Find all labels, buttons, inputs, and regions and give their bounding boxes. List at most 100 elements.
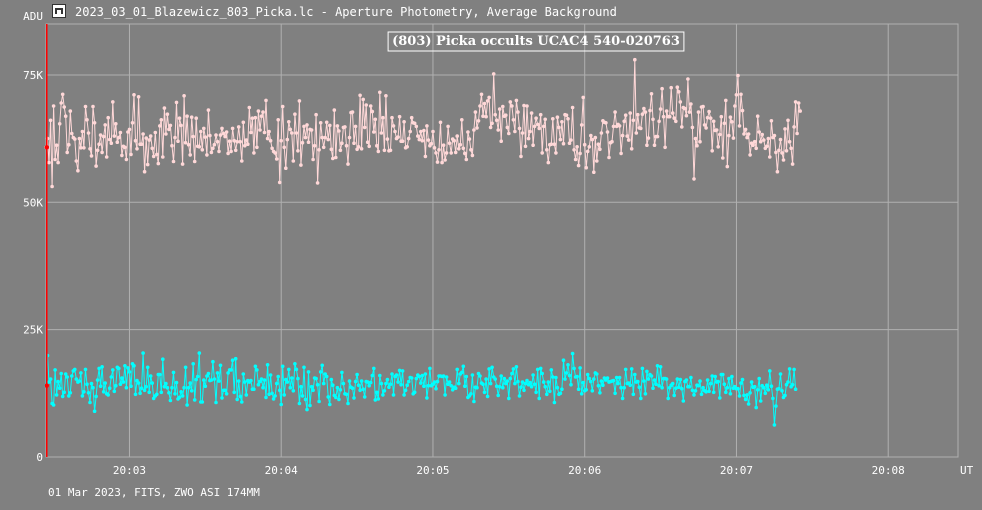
data-point-target bbox=[343, 125, 347, 129]
data-point-comparison bbox=[92, 409, 97, 414]
data-point-target bbox=[393, 129, 397, 134]
data-point-target bbox=[423, 154, 428, 159]
data-point-target bbox=[610, 139, 614, 144]
data-point-comparison bbox=[91, 385, 95, 390]
data-point-target bbox=[353, 124, 358, 129]
data-point-comparison bbox=[285, 380, 290, 384]
data-point-comparison bbox=[200, 400, 205, 404]
data-point-target bbox=[317, 148, 321, 152]
data-point-target bbox=[156, 161, 161, 166]
data-point-target bbox=[173, 135, 177, 140]
data-point-comparison bbox=[745, 393, 749, 397]
data-point-comparison bbox=[308, 403, 312, 408]
data-point-target bbox=[711, 119, 716, 124]
lightcurve-app-icon[interactable] bbox=[52, 4, 66, 18]
data-point-comparison bbox=[262, 378, 267, 382]
y-tick-label: 75K bbox=[23, 69, 43, 82]
data-point-target bbox=[368, 104, 373, 108]
data-point-comparison bbox=[305, 407, 309, 412]
data-point-comparison bbox=[482, 390, 487, 395]
series-comparison bbox=[44, 351, 798, 427]
data-point-comparison bbox=[174, 380, 179, 385]
data-point-target bbox=[718, 132, 722, 137]
cursor-marker-target bbox=[44, 145, 49, 150]
data-point-comparison bbox=[117, 366, 121, 371]
data-point-comparison bbox=[114, 383, 118, 388]
data-point-comparison bbox=[95, 378, 100, 382]
x-tick-label: 20:03 bbox=[113, 464, 146, 477]
data-point-comparison bbox=[238, 394, 242, 399]
data-point-comparison bbox=[403, 388, 408, 393]
data-point-comparison bbox=[611, 378, 616, 383]
data-point-comparison bbox=[478, 374, 482, 378]
data-point-comparison bbox=[194, 377, 198, 382]
data-point-comparison bbox=[378, 373, 382, 378]
data-point-target bbox=[663, 145, 667, 150]
data-point-target bbox=[623, 113, 628, 117]
data-point-target bbox=[91, 104, 95, 109]
data-point-comparison bbox=[381, 393, 385, 397]
data-point-target bbox=[678, 100, 683, 104]
data-point-target bbox=[434, 151, 438, 155]
data-point-target bbox=[290, 131, 294, 135]
data-point-target bbox=[698, 139, 702, 144]
data-point-target bbox=[214, 133, 218, 137]
data-point-comparison bbox=[224, 392, 229, 396]
data-point-target bbox=[443, 158, 447, 162]
data-point-comparison bbox=[681, 399, 686, 403]
data-point-target bbox=[587, 145, 592, 149]
data-point-comparison bbox=[414, 376, 419, 381]
data-point-target bbox=[118, 130, 123, 135]
data-point-comparison bbox=[520, 380, 525, 384]
data-point-comparison bbox=[614, 375, 619, 380]
data-point-target bbox=[692, 177, 696, 181]
data-point-target bbox=[221, 131, 226, 136]
data-point-target bbox=[347, 135, 352, 140]
data-point-comparison bbox=[444, 375, 449, 379]
x-axis-label: UT bbox=[960, 464, 974, 477]
data-point-target bbox=[115, 140, 120, 144]
data-point-comparison bbox=[684, 378, 689, 382]
data-point-target bbox=[584, 165, 588, 170]
data-point-comparison bbox=[268, 373, 273, 377]
data-point-comparison bbox=[743, 397, 748, 402]
data-point-target bbox=[53, 157, 57, 162]
data-point-comparison bbox=[540, 371, 544, 376]
data-point-comparison bbox=[356, 383, 361, 388]
data-point-comparison bbox=[306, 370, 311, 374]
data-point-target bbox=[529, 111, 534, 115]
data-point-comparison bbox=[334, 395, 338, 400]
data-point-target bbox=[63, 114, 68, 118]
data-point-comparison bbox=[321, 381, 326, 386]
data-point-comparison bbox=[235, 397, 239, 402]
data-point-target bbox=[332, 108, 337, 112]
data-point-target bbox=[104, 155, 109, 159]
data-point-target bbox=[567, 141, 572, 145]
data-point-comparison bbox=[469, 392, 473, 396]
data-point-comparison bbox=[88, 400, 92, 405]
data-point-comparison bbox=[787, 367, 792, 371]
data-point-comparison bbox=[132, 364, 136, 368]
data-point-target bbox=[449, 151, 454, 155]
data-point-comparison bbox=[514, 365, 519, 369]
data-point-target bbox=[107, 137, 112, 142]
data-point-comparison bbox=[534, 390, 538, 395]
data-point-target bbox=[167, 127, 171, 132]
data-point-comparison bbox=[620, 396, 625, 401]
data-point-target bbox=[223, 134, 227, 139]
data-point-target bbox=[391, 124, 396, 128]
data-point-target bbox=[299, 163, 303, 167]
data-point-target bbox=[793, 100, 798, 104]
data-point-comparison bbox=[522, 388, 526, 393]
data-point-comparison bbox=[74, 377, 79, 381]
data-point-target bbox=[284, 166, 288, 170]
data-point-comparison bbox=[159, 390, 164, 395]
data-point-target bbox=[199, 129, 203, 134]
data-point-comparison bbox=[755, 388, 760, 392]
data-point-comparison bbox=[551, 375, 555, 379]
data-point-target bbox=[743, 127, 748, 132]
data-point-comparison bbox=[320, 363, 325, 368]
data-point-target bbox=[513, 129, 517, 134]
data-point-target bbox=[595, 159, 599, 163]
